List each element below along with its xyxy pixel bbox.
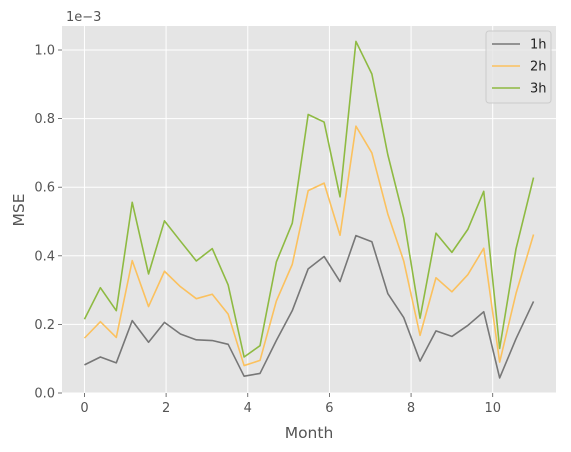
plot-background: [62, 26, 556, 393]
x-tick-label: 10: [484, 401, 501, 416]
legend-label-3h: 3h: [530, 82, 547, 97]
y-tick-label: 0.8: [34, 112, 55, 127]
x-axis-label: Month: [285, 424, 334, 442]
y-axis-ticks: 0.0 0.2 0.4 0.6 0.8 1.0: [34, 44, 62, 402]
y-tick-label: 1.0: [34, 44, 55, 59]
legend-label-2h: 2h: [530, 60, 547, 75]
x-tick-label: 0: [80, 401, 88, 416]
y-offset-label: 1e−3: [66, 10, 101, 25]
legend-box: [485, 30, 552, 104]
legend-label-1h: 1h: [530, 38, 547, 53]
series-line-3h: [83, 40, 535, 358]
y-axis-label: MSE: [10, 193, 28, 226]
y-tick-label: 0.6: [34, 181, 55, 196]
series-line-1h: [84, 234, 535, 379]
y-tick-label: 0.0: [34, 387, 55, 402]
x-tick-label: 6: [325, 401, 333, 416]
y-tick-label: 0.2: [34, 318, 55, 333]
x-tick-label: 2: [162, 401, 170, 416]
series-lines: [83, 40, 535, 379]
legend: 1h 2h 3h: [485, 30, 552, 104]
x-tick-label: 8: [407, 401, 415, 416]
series-line-2h: [83, 125, 535, 367]
x-tick-label: 4: [244, 401, 252, 416]
y-tick-label: 0.4: [34, 249, 55, 264]
x-axis-ticks: 0 2 4 6 8 10: [80, 393, 501, 416]
